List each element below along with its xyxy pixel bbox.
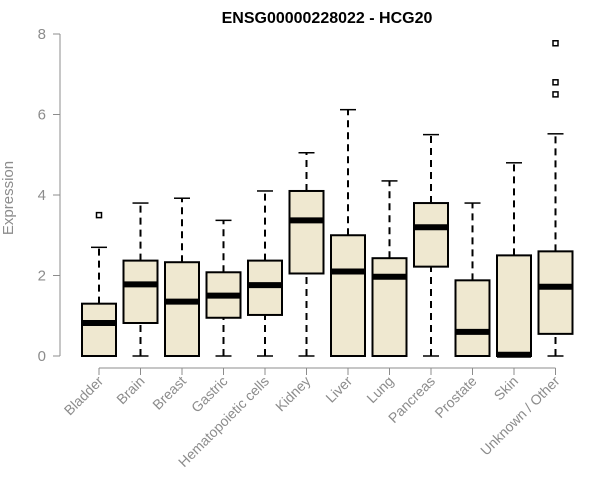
outlier-point bbox=[552, 40, 559, 47]
y-tick-label: 6 bbox=[38, 107, 46, 124]
box-brain bbox=[122, 202, 159, 357]
y-axis: 0 2 4 6 8 bbox=[38, 26, 61, 365]
box-pancreas bbox=[413, 133, 449, 357]
y-tick-label: 8 bbox=[38, 26, 46, 43]
boxes-group bbox=[81, 40, 574, 358]
chart-title: ENSG00000228022 - HCG20 bbox=[222, 10, 433, 27]
iqr-box bbox=[537, 250, 574, 335]
box-skin bbox=[496, 162, 532, 358]
x-tick-label: Skin bbox=[491, 373, 522, 404]
x-tick-label: Unknown / Other bbox=[477, 373, 563, 459]
x-tick-label: Breast bbox=[149, 373, 189, 413]
box-lung bbox=[371, 180, 408, 358]
box-prostate bbox=[454, 202, 491, 357]
x-tick-label: Prostate bbox=[431, 373, 479, 421]
outlier-point bbox=[95, 211, 103, 219]
box-kidney bbox=[288, 151, 325, 357]
box-bladder bbox=[81, 211, 117, 357]
iqr-box bbox=[81, 302, 117, 357]
iqr-box bbox=[371, 257, 408, 358]
y-tick-label: 4 bbox=[38, 187, 46, 204]
box-breast bbox=[164, 197, 200, 357]
x-tick-label: Lung bbox=[363, 373, 396, 406]
y-axis-label: Expression bbox=[0, 161, 17, 235]
iqr-box bbox=[454, 279, 491, 357]
x-tick-label: Liver bbox=[322, 373, 355, 406]
y-tick-label: 2 bbox=[38, 268, 46, 285]
box-hematopoietic-cells bbox=[247, 190, 283, 357]
iqr-box bbox=[330, 234, 366, 357]
x-tick-label: Kidney bbox=[272, 373, 314, 415]
iqr-box bbox=[122, 259, 159, 324]
x-tick-label: Bladder bbox=[61, 373, 107, 419]
iqr-box bbox=[288, 189, 325, 275]
box-unknown-other bbox=[537, 40, 574, 357]
iqr-box bbox=[164, 261, 200, 357]
iqr-box bbox=[413, 202, 449, 268]
y-tick-label: 0 bbox=[38, 348, 46, 365]
iqr-box bbox=[496, 254, 532, 357]
box-gastric bbox=[205, 219, 242, 357]
outlier-point bbox=[552, 79, 559, 86]
box-liver bbox=[330, 108, 366, 357]
x-tick-label: Brain bbox=[113, 373, 147, 407]
outlier-point bbox=[552, 91, 559, 98]
